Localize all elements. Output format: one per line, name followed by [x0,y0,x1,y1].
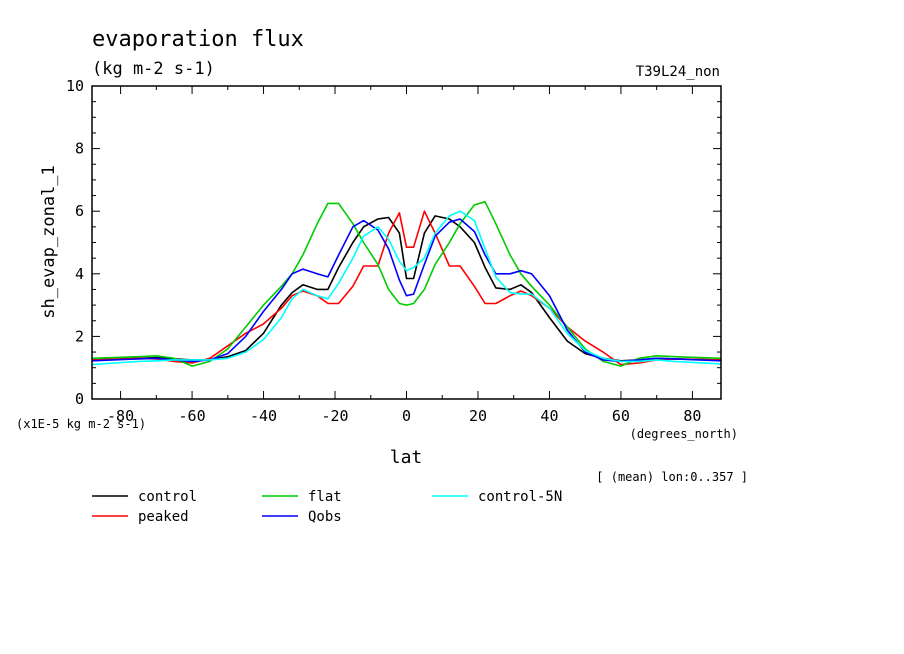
series-line-flat [91,201,722,367]
series-line-qobs [91,218,722,363]
run-label: T39L24_non [636,64,720,80]
y-tick-label: 8 [75,140,84,158]
series-line-control-5n [91,210,722,366]
legend-label-peaked: peaked [138,509,189,525]
series-lines [91,201,722,367]
x-tick-label: 20 [469,407,487,425]
chart-title: evaporation flux [92,27,304,52]
plot-frame [91,85,722,400]
series-line-peaked [91,210,722,366]
legend-label-qobs: Qobs [308,509,342,525]
series-line-control [91,215,722,362]
y-tick-label: 4 [75,265,84,283]
y-scale-note: (x1E-5 kg m-2 s-1) [16,417,146,431]
y-tick-label: 6 [75,202,84,220]
x-tick-label: 0 [402,407,411,425]
axis-ticks: -80 -60 -40 -20 0 20 40 60 80 0 2 4 6 8 10 [66,77,721,425]
x-tick-label: -60 [179,407,206,425]
x-axis-title: lat [390,447,423,468]
x-tick-label: -40 [250,407,277,425]
legend: control peaked flat Qobs control-5N [92,489,562,525]
x-tick-label: 60 [612,407,630,425]
x-axis-units: (degrees_north) [630,427,738,441]
legend-label-control-5n: control-5N [478,489,562,505]
units-label: (kg m-2 s-1) [92,59,215,79]
y-tick-label: 2 [75,327,84,345]
y-axis-title: sh_evap_zonal_1 [39,165,59,319]
x-tick-label: 40 [540,407,558,425]
legend-label-flat: flat [308,489,342,505]
y-tick-label: 0 [75,390,84,408]
footnote: [ (mean) lon:0..357 ] [596,470,748,484]
x-tick-label: 80 [683,407,701,425]
y-tick-label: 10 [66,77,84,95]
legend-label-control: control [138,489,197,505]
x-tick-label: -20 [321,407,348,425]
x-tick-label: -80 [107,407,134,425]
